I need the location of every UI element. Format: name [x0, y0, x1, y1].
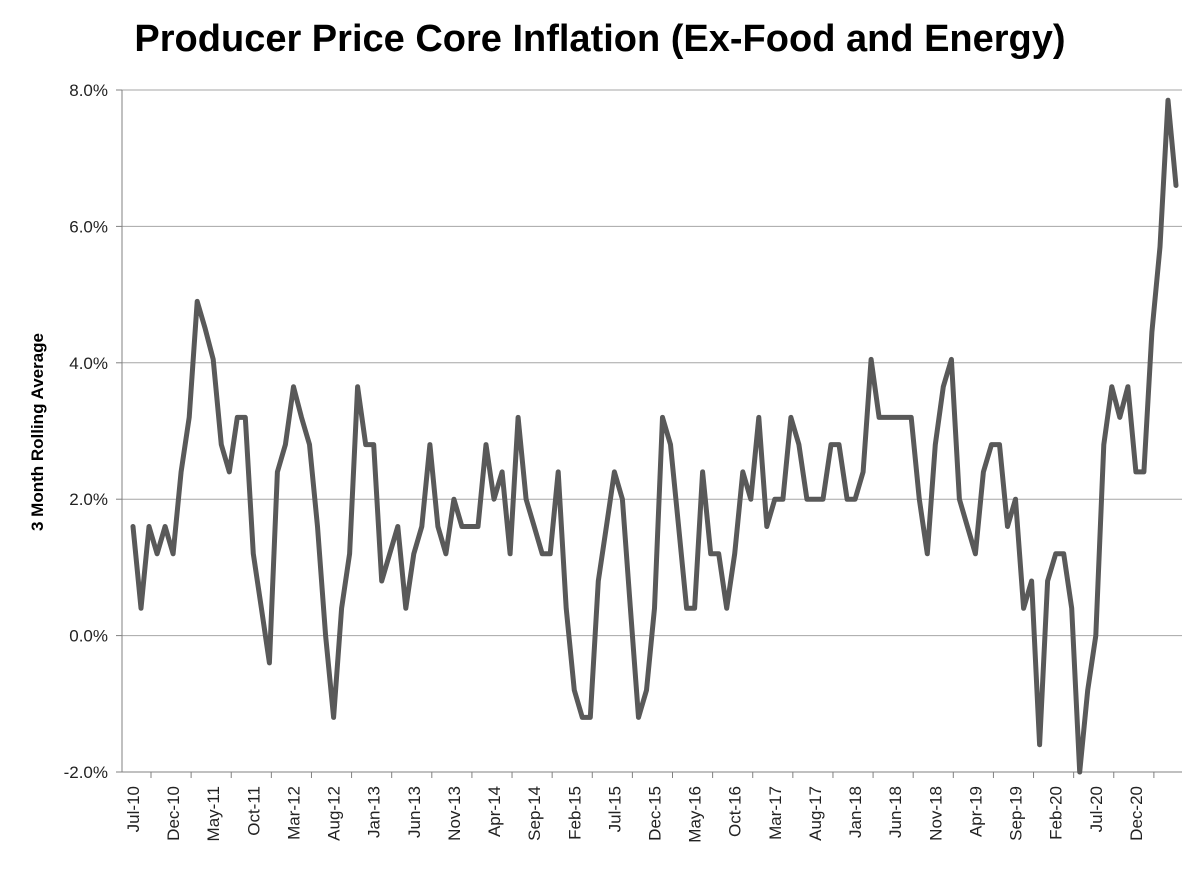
- x-tick-label: Jul-10: [124, 786, 143, 832]
- x-tick-label: Feb-15: [565, 786, 584, 840]
- x-tick-label: Jun-13: [405, 786, 424, 838]
- x-tick-label: Sep-14: [525, 786, 544, 841]
- y-tick-labels: -2.0% 0.0% 2.0% 4.0% 6.0% 8.0%: [64, 81, 108, 782]
- x-tick-label: Aug-17: [806, 786, 825, 841]
- x-tick-label: Dec-10: [164, 786, 183, 841]
- x-tick-label: Apr-14: [485, 786, 504, 837]
- x-tick-label: Jan-13: [365, 786, 384, 838]
- y-tick-label: -2.0%: [64, 763, 108, 782]
- x-tick-label: Aug-12: [325, 786, 344, 841]
- x-tick-label: Jun-18: [886, 786, 905, 838]
- axes: [116, 89, 1182, 778]
- x-tick-label: Nov-18: [926, 786, 945, 841]
- x-tick-label: Apr-19: [966, 786, 985, 837]
- x-tick-label: Nov-13: [445, 786, 464, 841]
- x-tick-label: Dec-20: [1127, 786, 1146, 841]
- x-tick-label: Oct-16: [726, 786, 745, 837]
- y-tick-label: 2.0%: [69, 490, 108, 509]
- y-tick-label: 4.0%: [69, 354, 108, 373]
- y-tick-label: 0.0%: [69, 627, 108, 646]
- x-tick-label: Jul-15: [605, 786, 624, 832]
- x-tick-label: Mar-12: [284, 786, 303, 840]
- x-tick-label: May-16: [686, 786, 705, 843]
- x-tick-label: Feb-20: [1047, 786, 1066, 840]
- x-tick-label: May-11: [204, 786, 223, 841]
- gridlines: [122, 89, 1182, 773]
- series-group: [130, 97, 1179, 775]
- x-tick-label: Dec-15: [646, 786, 665, 841]
- y-tick-label: 8.0%: [69, 81, 108, 100]
- y-tick-label: 6.0%: [69, 217, 108, 236]
- x-tick-label: Jan-18: [846, 786, 865, 838]
- x-tick-label: Mar-17: [766, 786, 785, 840]
- x-tick-labels: Jul-10 Dec-10 May-11 Oct-11 Mar-12 Aug-12 Jan-…: [124, 786, 1146, 843]
- x-tick-label: Oct-11: [244, 786, 263, 836]
- series-line: [130, 97, 1179, 775]
- chart-title: Producer Price Core Inflation (Ex-Food a…: [134, 18, 1066, 60]
- x-tick-label: Sep-19: [1007, 786, 1026, 841]
- x-tick-label: Jul-20: [1087, 786, 1106, 832]
